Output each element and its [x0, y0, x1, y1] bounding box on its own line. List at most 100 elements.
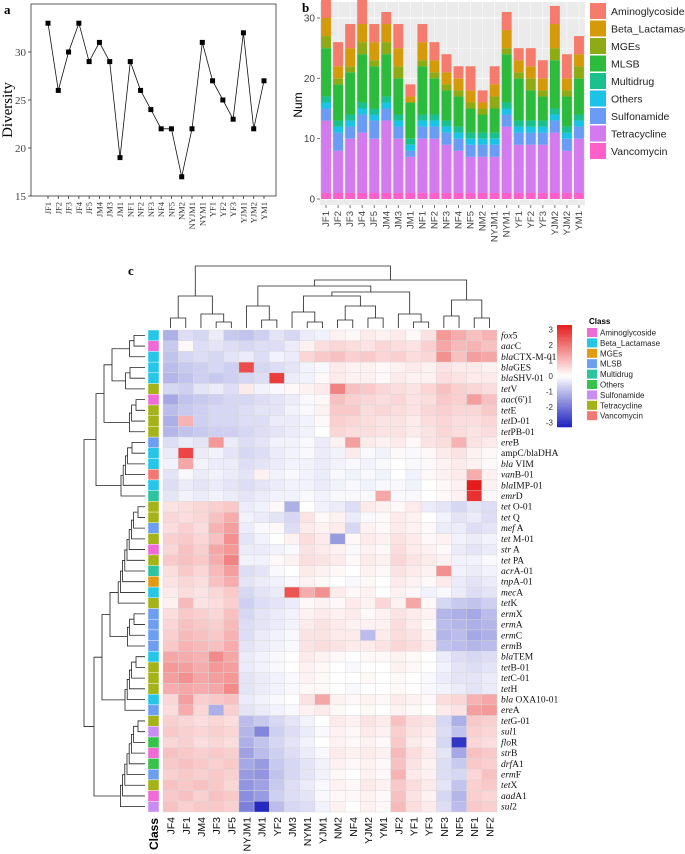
panel-c-class-cell — [147, 415, 160, 427]
panel-c-heatmap-cell — [223, 619, 240, 631]
panel-c-heatmap-cell — [284, 586, 300, 598]
panel-c-row-label: tnpA-01 — [501, 578, 533, 588]
panel-c-row-label-suffix: V — [511, 385, 518, 395]
panel-c-row-label-italic: erm — [501, 610, 516, 620]
panel-c-heatmap-cell — [253, 426, 270, 438]
panel-c-heatmap-cell — [208, 576, 224, 588]
panel-c-heatmap-cell — [375, 426, 391, 438]
panel-c-heatmap-cell — [177, 758, 194, 770]
panel-c-heatmap-cell — [162, 651, 179, 663]
panel-c-heatmap-cell — [390, 490, 407, 502]
panel-c-heatmap-cell — [390, 779, 407, 791]
panel-c-heatmap-cell — [193, 586, 209, 598]
panel-c-heatmap-cell — [360, 758, 376, 770]
panel-b-bar-segment — [345, 48, 356, 67]
panel-c-heatmap-cell — [284, 361, 300, 374]
panel-c-heatmap-cell — [253, 683, 270, 695]
panel-c-heatmap-cell — [451, 758, 467, 770]
panel-c-heatmap-cell — [390, 554, 407, 566]
panel-c-row-label: ermB — [501, 642, 522, 652]
panel-c-heatmap-cell — [314, 436, 331, 449]
panel-c-heatmap-cell — [375, 608, 391, 620]
panel-c-heatmap-cell — [238, 661, 255, 673]
panel-c-heatmap-cell — [269, 608, 285, 620]
panel-c-legend-label: Tetracycline — [600, 401, 643, 410]
panel-c-heatmap-cell — [177, 490, 194, 502]
panel-c-column-dendrogram-link — [194, 265, 391, 296]
panel-b-bar-segment — [465, 66, 476, 91]
panel-c-heatmap-cell — [344, 533, 361, 545]
panel-c-heatmap-cell — [299, 672, 316, 684]
panel-a-x-tick-label: NF2 — [136, 202, 146, 217]
panel-c-row-dendrogram-link — [95, 393, 121, 487]
panel-c-colorbar-step — [557, 372, 572, 375]
panel-b-bar-segment — [501, 11, 512, 31]
panel-c-heatmap-cell — [223, 747, 240, 759]
panel-c-heatmap-cell — [208, 426, 224, 438]
panel-c-heatmap-cell — [360, 415, 376, 427]
panel-c-heatmap-cell — [420, 747, 437, 759]
panel-c-heatmap-cell — [223, 768, 240, 781]
panel-c-heatmap-cell — [284, 608, 300, 620]
panel-c-heatmap-cell — [253, 469, 270, 481]
panel-c-heatmap-cell — [193, 415, 209, 427]
panel-b-bar-segment — [489, 66, 500, 85]
panel-c-heatmap-cell — [193, 715, 209, 727]
panel-b-bar-segment — [345, 192, 356, 199]
panel-c-row-label: blaCTX-M-01 — [501, 353, 557, 363]
panel-c-row-label-suffix: OXA10-01 — [513, 696, 558, 706]
panel-c-heatmap-cell — [420, 661, 437, 673]
panel-c-heatmap-cell — [360, 522, 376, 534]
panel-c-row-label: tetG-01 — [501, 717, 530, 727]
panel-c-heatmap-cell — [344, 651, 361, 663]
panel-b-bar-segment — [549, 48, 560, 61]
panel-c-colorbar-tick-label: 0 — [549, 372, 554, 381]
panel-c-heatmap-cell — [390, 469, 407, 481]
panel-c-heatmap-cell — [238, 544, 255, 556]
panel-c-heatmap-cell — [177, 479, 194, 491]
panel-c-heatmap-cell — [466, 511, 483, 523]
panel-c-heatmap-cell — [481, 372, 498, 384]
panel-c-heatmap-cell — [466, 361, 483, 374]
panel-b-bar-segment — [441, 132, 452, 145]
panel-c-class-cell — [147, 404, 160, 416]
panel-c-class-cell — [147, 340, 160, 352]
panel-c-heatmap-cell — [177, 469, 194, 481]
panel-b-bar-segment — [561, 138, 572, 151]
panel-c-legend-title: Class — [589, 317, 611, 326]
panel-c-heatmap-cell — [329, 533, 346, 545]
panel-b-bar-segment — [393, 192, 404, 199]
panel-c-heatmap-cell — [162, 340, 179, 352]
panel-b-bar-segment — [561, 78, 572, 91]
panel-c-heatmap-cell — [314, 597, 331, 609]
panel-c-heatmap-cell — [314, 511, 331, 523]
panel-b-bar-segment — [453, 132, 464, 139]
panel-c-legend-swatch — [587, 338, 597, 348]
panel-c-heatmap-cell — [329, 490, 346, 502]
panel-c-heatmap-cell — [420, 672, 437, 684]
panel-c-colorbar-step — [557, 408, 572, 411]
panel-c-colorbar-step — [557, 387, 572, 390]
panel-c-heatmap-cell — [253, 501, 270, 513]
panel-c-row-label-suffix: SHV-01 — [513, 374, 544, 384]
panel-c-heatmap-cell — [481, 704, 498, 716]
panel-c-heatmap-cell — [344, 340, 361, 352]
panel-c-heatmap-cell — [360, 404, 376, 416]
panel-c-colorbar-step — [557, 411, 572, 414]
panel-c-row-label-italic: erm — [501, 621, 516, 631]
panel-c-heatmap-cell — [436, 747, 452, 759]
panel-b-legend-label: Multidrug — [611, 76, 654, 88]
panel-c-heatmap-cell — [466, 790, 483, 802]
panel-c-row-dendrogram-link — [135, 656, 145, 668]
panel-c-heatmap-cell — [420, 715, 437, 727]
panel-c-heatmap-cell — [451, 426, 467, 438]
panel-c-colorbar-step — [557, 367, 572, 370]
panel-b-legend-label: Others — [611, 94, 643, 106]
panel-c-heatmap-cell — [162, 394, 179, 406]
panel-c-heatmap-cell — [269, 758, 285, 770]
panel-c-row-label-italic: tet — [501, 385, 511, 395]
panel-c-row-dendrogram-link — [137, 506, 145, 518]
panel-c-heatmap-cell — [177, 447, 194, 459]
panel-c-heatmap-cell — [451, 340, 467, 352]
panel-b-bar-segment — [393, 78, 404, 115]
